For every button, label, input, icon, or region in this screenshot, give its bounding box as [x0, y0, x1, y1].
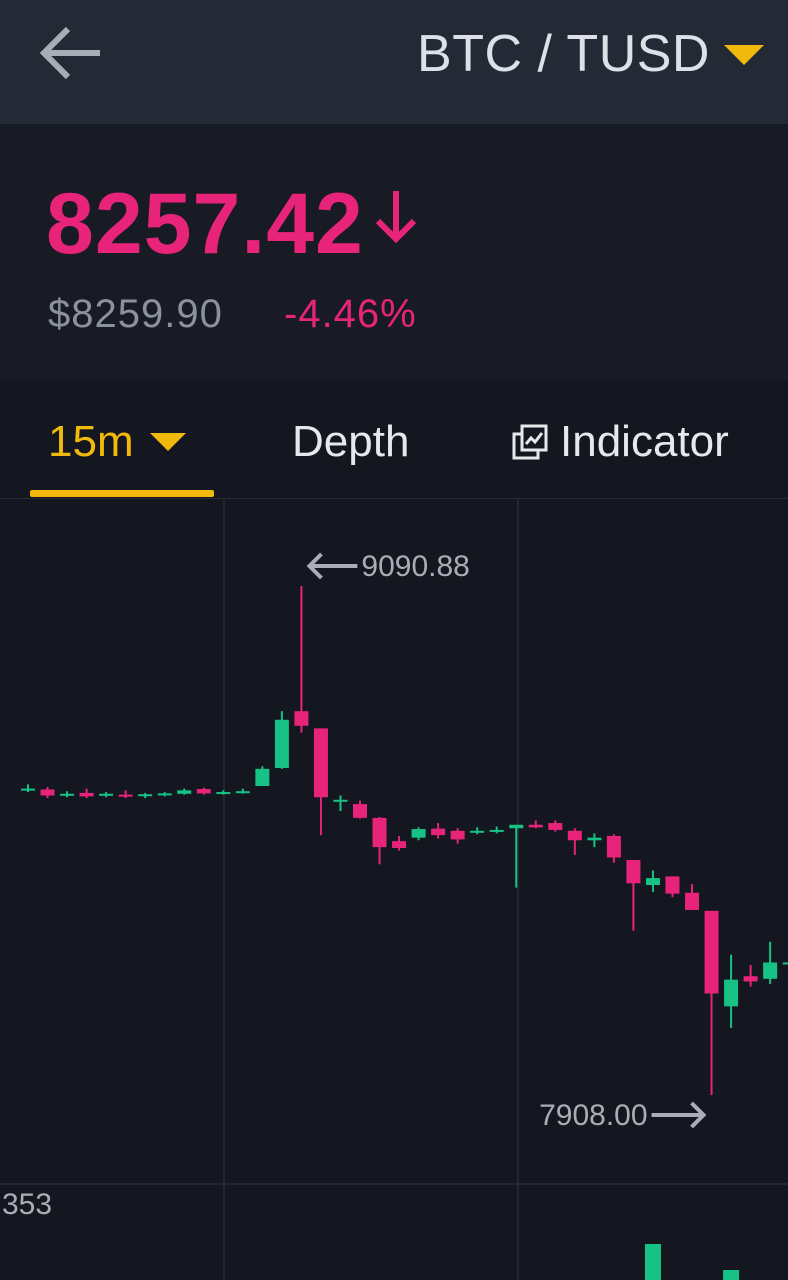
top-bar: BTC / TUSD: [0, 0, 788, 124]
candle-body: [138, 794, 153, 797]
caret-down-icon: [724, 45, 764, 65]
candle-body: [567, 830, 582, 841]
candle-body: [99, 793, 114, 796]
candle-body: [235, 791, 250, 794]
pair-label: BTC / TUSD: [417, 25, 710, 83]
last-price-value: 8257.42: [46, 176, 364, 272]
candle-body: [40, 789, 55, 796]
candle-body: [509, 824, 524, 829]
candle-body: [177, 790, 192, 794]
candle-body: [782, 962, 788, 965]
candle-body: [255, 768, 270, 787]
candle-body: [392, 841, 407, 849]
candle-body: [431, 828, 446, 836]
candle-body: [528, 824, 543, 828]
candle-body: [157, 793, 172, 796]
tab-indicator-label: Indicator: [560, 417, 729, 466]
candle-body: [294, 711, 309, 726]
candle-body: [313, 728, 328, 798]
active-tab-indicator: [30, 490, 214, 497]
candle-body: [763, 962, 778, 979]
low-price-label: 7908.00: [539, 1099, 647, 1132]
low-arrow-icon: [651, 1101, 707, 1129]
last-price: 8257.42: [46, 176, 418, 272]
arrow-down-icon: [375, 191, 416, 244]
high-price-label: 9090.88: [361, 550, 469, 583]
candle-body: [704, 910, 719, 994]
candle-body: [548, 823, 563, 830]
candle-body: [685, 892, 700, 910]
candle-body: [353, 804, 368, 818]
candlestick-chart[interactable]: 9090.88 7908.00 353: [0, 498, 788, 1280]
candle-body: [645, 878, 660, 886]
candle-body: [470, 830, 485, 833]
tab-depth-label: Depth: [292, 417, 410, 466]
candle-body: [196, 789, 211, 794]
price-change: -4.46%: [284, 292, 417, 336]
candle-body: [411, 829, 426, 838]
volume-bar: [723, 1270, 740, 1280]
fiat-price: $8259.90: [48, 292, 223, 336]
candle-body: [743, 976, 758, 982]
candle-body: [606, 835, 621, 858]
candle-body: [21, 788, 35, 791]
volume-max-label: 353: [2, 1188, 52, 1221]
candle-body: [274, 719, 289, 768]
caret-down-icon: [149, 433, 186, 451]
chart-canvas: 9090.88 7908.00 353: [0, 498, 788, 1280]
candle-body: [216, 792, 231, 795]
tab-interval[interactable]: 15m: [48, 416, 186, 468]
volume-bar: [644, 1244, 661, 1280]
tab-indicator[interactable]: Indicator: [512, 416, 729, 468]
high-arrow-icon: [306, 552, 358, 580]
candle-body: [333, 799, 348, 802]
candle-body: [118, 794, 133, 797]
candle-body: [450, 830, 465, 840]
indicator-chart-icon: [512, 424, 548, 460]
price-panel: 8257.42 $8259.90 -4.46%: [0, 124, 788, 380]
pair-selector[interactable]: BTC / TUSD: [417, 24, 764, 84]
candle-body: [665, 876, 680, 894]
back-button[interactable]: [30, 18, 110, 88]
tab-interval-label: 15m: [48, 417, 134, 466]
chart-tabs: 15m Depth Indicator: [0, 380, 788, 499]
candle-body: [587, 837, 602, 841]
tab-depth[interactable]: Depth: [292, 416, 409, 468]
candle-body: [489, 829, 504, 832]
candle-body: [724, 979, 739, 1007]
arrow-left-icon: [39, 26, 100, 80]
candle-body: [372, 817, 387, 848]
candle-body: [626, 860, 641, 884]
candle-body: [60, 793, 75, 796]
candle-body: [79, 792, 94, 797]
